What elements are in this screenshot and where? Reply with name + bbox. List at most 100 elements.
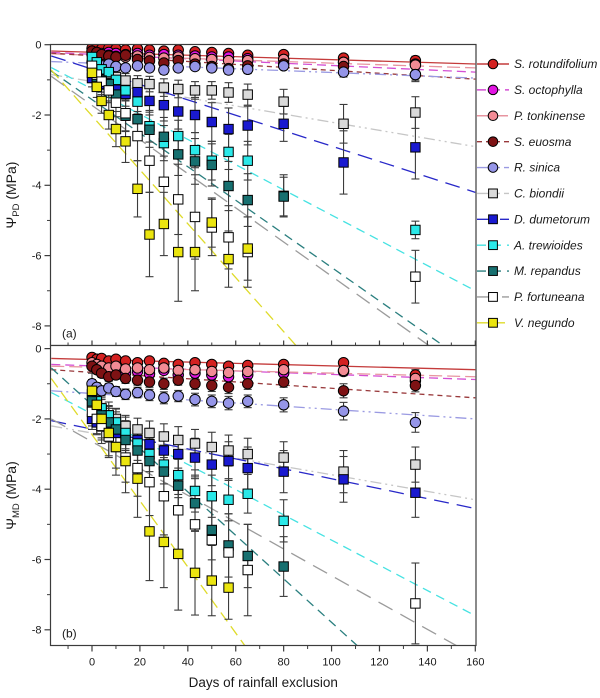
legend-label: C. biondii <box>514 187 564 201</box>
marker-p-fortuneana <box>110 97 122 108</box>
marker-p-tonkinense <box>409 59 422 71</box>
legend-label: S. euosma <box>514 135 572 149</box>
marker-r-sinica <box>242 395 254 408</box>
marker-a-trewioides <box>189 144 201 156</box>
marker-v-negundo <box>103 427 114 439</box>
marker-v-negundo <box>189 567 201 579</box>
marker-d-dumetorum <box>242 462 253 474</box>
marker-m-repandus <box>278 561 289 572</box>
x-tick-label: 120 <box>370 657 388 669</box>
marker-m-repandus <box>132 114 143 125</box>
legend-marker <box>487 84 499 96</box>
x-tick-label: 20 <box>134 657 146 669</box>
marker-r-sinica <box>119 62 132 74</box>
marker-a-trewioides <box>173 130 184 142</box>
marker-c-biondii <box>278 96 289 107</box>
marker-r-sinica <box>222 64 235 76</box>
y-tick-label: -4 <box>32 484 42 496</box>
marker-p-tonkinense <box>189 363 201 376</box>
marker-p-tonkinense <box>158 362 170 374</box>
marker-m-repandus <box>189 156 201 167</box>
trend-c-biondii <box>51 73 476 148</box>
trend-m-repandus <box>50 70 445 346</box>
marker-p-fortuneana <box>103 85 114 96</box>
marker-s-euosma <box>206 379 218 392</box>
marker-a-trewioides <box>173 469 184 481</box>
marker-d-dumetorum <box>144 95 155 107</box>
y-tick-label: -8 <box>32 321 42 333</box>
marker-d-dumetorum <box>223 455 234 467</box>
marker-v-negundo <box>96 95 107 107</box>
marker-a-trewioides <box>206 491 217 502</box>
legend-label: D. dumetorum <box>514 212 590 226</box>
legend-item-s-octophylla: S. octophylla <box>477 83 583 97</box>
marker-v-negundo <box>91 81 102 93</box>
legend-item-c-biondii: C. biondii <box>477 187 564 201</box>
marker-c-biondii <box>120 75 131 86</box>
marker-p-fortuneana <box>144 476 155 488</box>
marker-v-negundo <box>110 123 122 135</box>
marker-p-fortuneana <box>144 155 155 166</box>
legend-item-p-tonkinense: P. tonkinense <box>477 109 585 123</box>
y-tick-label: -6 <box>32 250 42 262</box>
marker-r-sinica <box>110 385 122 398</box>
marker-v-negundo <box>223 582 234 593</box>
marker-c-biondii <box>223 445 234 456</box>
marker-v-negundo <box>132 473 143 484</box>
marker-r-sinica <box>206 62 218 74</box>
marker-m-repandus <box>278 191 289 202</box>
marker-p-fortuneana <box>206 534 217 546</box>
legend-marker <box>487 110 499 122</box>
marker-v-negundo <box>120 455 131 467</box>
legend-marker <box>488 317 498 328</box>
panel-frame <box>49 344 477 647</box>
legend-marker <box>487 58 499 70</box>
marker-r-sinica <box>143 62 156 74</box>
marker-v-negundo <box>144 526 155 537</box>
marker-c-biondii <box>206 441 217 453</box>
marker-s-euosma <box>158 378 170 390</box>
marker-p-tonkinense <box>131 362 144 374</box>
marker-a-trewioides <box>410 224 421 236</box>
marker-p-fortuneana <box>173 194 184 205</box>
marker-p-fortuneana <box>132 462 143 474</box>
marker-d-dumetorum <box>158 99 170 111</box>
marker-v-negundo <box>189 246 201 258</box>
marker-s-euosma <box>110 369 122 381</box>
legend-label: S. octophylla <box>514 83 583 97</box>
x-tick-label: 100 <box>322 657 340 669</box>
marker-d-dumetorum <box>338 474 349 485</box>
marker-a-trewioides <box>242 488 253 499</box>
legend-item-r-sinica: R. sinica <box>477 161 560 175</box>
panel-label-a: (a) <box>62 327 77 341</box>
marker-d-dumetorum <box>158 445 170 456</box>
marker-d-dumetorum <box>206 116 217 128</box>
marker-s-euosma <box>143 376 156 388</box>
marker-m-repandus <box>158 466 170 477</box>
marker-p-tonkinense <box>206 365 218 378</box>
marker-c-biondii <box>189 438 201 449</box>
trend-lines-a <box>50 50 476 346</box>
marker-p-tonkinense <box>119 363 132 375</box>
marker-c-biondii <box>173 434 184 446</box>
marker-d-dumetorum <box>189 452 201 463</box>
y-tick-label: -2 <box>32 414 42 426</box>
marker-p-fortuneana <box>158 491 170 502</box>
legend-marker <box>487 136 499 147</box>
marker-v-negundo <box>86 67 98 79</box>
legend-marker <box>488 240 498 251</box>
legend: S. rotundifolium S. octophylla P. tonkinen… <box>477 57 597 330</box>
marker-r-sinica <box>119 388 132 400</box>
x-tick-label: 140 <box>418 657 436 669</box>
marker-p-fortuneana <box>158 176 170 187</box>
marker-d-dumetorum <box>410 142 421 153</box>
marker-a-trewioides <box>278 515 289 527</box>
trend-p-fortuneana <box>50 75 430 346</box>
marker-v-negundo <box>158 536 170 548</box>
marker-s-euosma <box>119 372 132 385</box>
legend-marker <box>488 188 498 199</box>
marker-v-negundo <box>242 243 253 254</box>
x-tick-label: 160 <box>466 657 484 669</box>
